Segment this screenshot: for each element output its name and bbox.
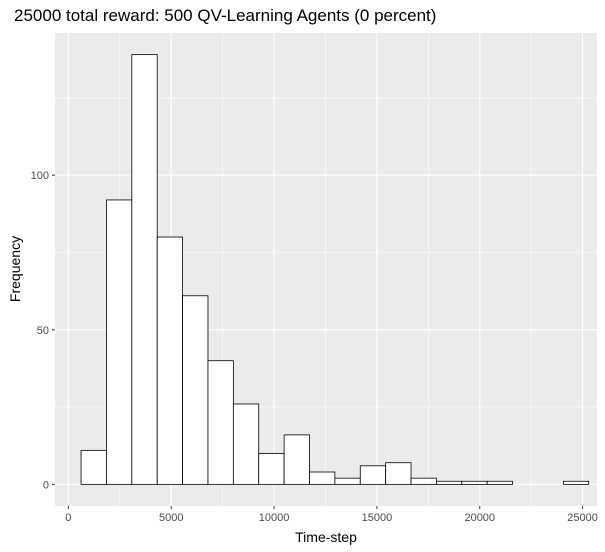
x-tick-label: 10000 — [259, 512, 290, 524]
histogram-bar — [258, 453, 285, 485]
histogram-bar — [562, 480, 590, 485]
x-axis: 0 5000 10000 15000 20000 25000 — [65, 506, 598, 524]
y-tick-label: 0 — [43, 479, 49, 491]
x-tick-label: 5000 — [159, 512, 183, 524]
histogram-bar — [410, 477, 437, 485]
x-tick-label: 25000 — [567, 512, 598, 524]
histogram-bar — [182, 295, 209, 485]
histogram-bar — [385, 462, 412, 485]
y-tick-label: 50 — [37, 325, 49, 337]
chart-title: 25000 total reward: 500 QV-Learning Agen… — [14, 6, 437, 25]
y-axis: 0 50 100 — [31, 170, 55, 491]
x-axis-title: Time-step — [295, 529, 357, 545]
major-gridlines — [55, 33, 597, 506]
histogram-bar — [131, 54, 158, 485]
histogram-bar — [283, 434, 310, 485]
histogram-bar — [359, 465, 387, 485]
histogram-bar — [309, 471, 336, 485]
y-tick-label: 100 — [31, 170, 49, 182]
histogram-bar — [207, 360, 234, 485]
x-tick-label: 20000 — [464, 512, 495, 524]
histogram-bar — [461, 480, 488, 485]
histogram-bar — [436, 480, 463, 485]
histogram-bar — [232, 403, 260, 485]
y-axis-title: Frequency — [7, 236, 23, 302]
histogram-bar — [334, 477, 361, 485]
histogram-bars — [80, 54, 590, 485]
x-tick-label: 0 — [65, 512, 71, 524]
histogram-bar — [80, 449, 107, 485]
x-tick-label: 15000 — [362, 512, 393, 524]
histogram-bar — [486, 480, 513, 485]
histogram-bar — [156, 236, 183, 485]
histogram-bar — [106, 199, 133, 485]
